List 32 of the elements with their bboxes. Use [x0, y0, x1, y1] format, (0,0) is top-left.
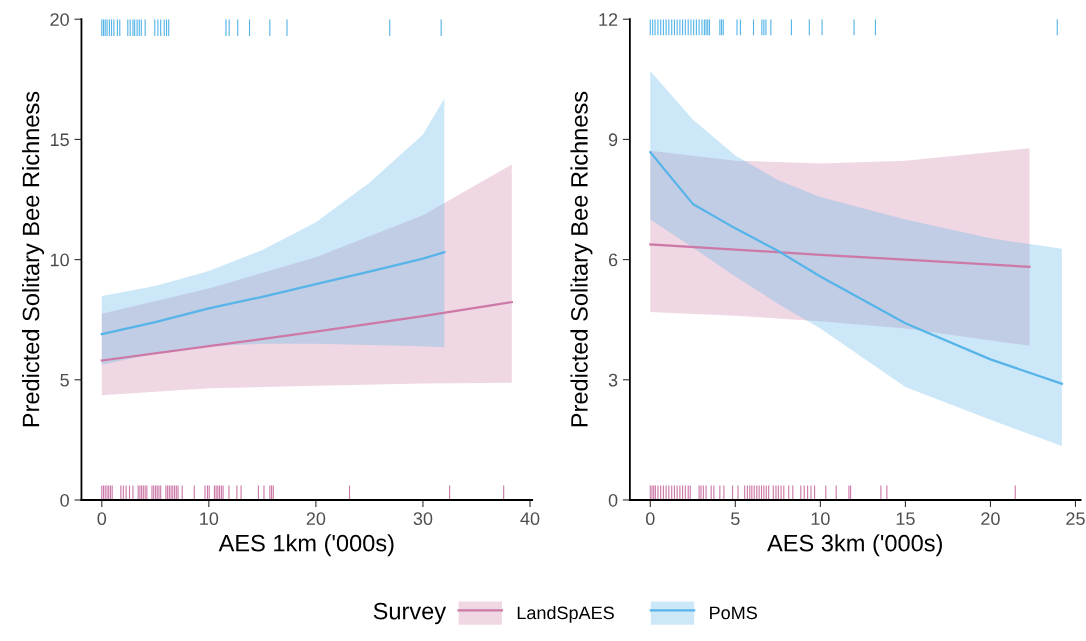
- x-tick-label: 15: [896, 512, 915, 526]
- y-axis-title: Predicted Solitary Bee Richness: [570, 91, 593, 427]
- legend-title: Survey: [373, 602, 447, 625]
- x-tick-label: 0: [645, 512, 655, 526]
- y-tick-label: 10: [50, 253, 69, 267]
- line-series: [649, 243, 1031, 268]
- y-tick-label: 6: [608, 253, 618, 267]
- y-tick-label: 20: [50, 13, 69, 26]
- x-tick-label: 5: [731, 512, 740, 526]
- y-tick-label: 12: [599, 13, 618, 26]
- x-axis-title: AES 3km ('000s): [767, 534, 942, 557]
- y-tick-label: 5: [60, 373, 69, 387]
- line-series: [100, 301, 513, 362]
- x-tick-label: 0: [97, 512, 107, 526]
- line-series: [649, 151, 1063, 385]
- y-tick-label: 0: [608, 493, 618, 507]
- line-series: [100, 251, 446, 336]
- y-tick-label: 15: [50, 133, 69, 147]
- legend-label: PoMS: [710, 606, 757, 620]
- y-tick-label: 0: [60, 493, 69, 507]
- x-tick-label: 10: [811, 512, 830, 526]
- x-tick-label: 30: [413, 512, 433, 526]
- x-tick-label: 40: [520, 512, 540, 526]
- x-tick-label: 25: [1066, 512, 1085, 526]
- x-tick-label: 10: [200, 512, 219, 526]
- x-axis-title: AES 1km ('000s): [218, 534, 394, 557]
- x-tick-label: 20: [306, 512, 326, 526]
- y-tick-label: 9: [608, 133, 618, 147]
- x-tick-label: 20: [981, 512, 1000, 526]
- legend-label: LandSpAES: [517, 605, 614, 623]
- y-tick-label: 3: [608, 373, 618, 387]
- y-axis-title: Predicted Solitary Bee Richness: [22, 91, 45, 427]
